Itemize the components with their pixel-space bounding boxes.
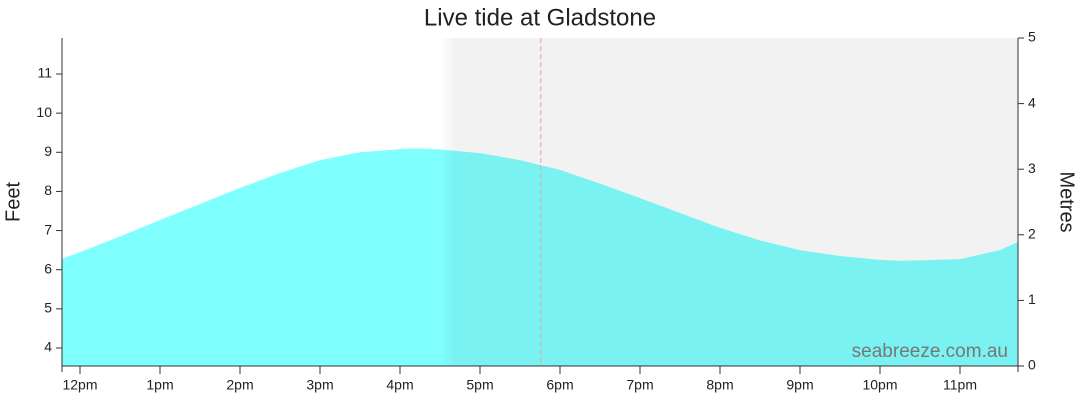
x-tick-label: 5pm <box>466 377 493 393</box>
x-tick-label: 8pm <box>706 377 733 393</box>
x-tick-label: 12pm <box>62 377 97 393</box>
x-tick-label: 11pm <box>943 377 977 393</box>
y2-tick-label: 0 <box>1028 357 1036 373</box>
y2-tick-label: 3 <box>1028 160 1036 176</box>
y2-tick-label: 2 <box>1028 226 1036 242</box>
x-tick-label: 9pm <box>786 377 813 393</box>
y2-tick-label: 5 <box>1028 29 1036 45</box>
night-shade <box>440 38 1018 366</box>
y2-axis-label: Metres <box>1056 171 1078 232</box>
x-tick-label: 2pm <box>226 377 253 393</box>
y-tick-label: 5 <box>44 300 52 316</box>
x-tick-label: 3pm <box>306 377 333 393</box>
y-tick-label: 10 <box>36 104 52 120</box>
x-tick-label: 7pm <box>626 377 653 393</box>
y2-tick-label: 4 <box>1028 94 1036 110</box>
y-tick-label: 11 <box>37 65 52 81</box>
y-tick-label: 7 <box>44 221 52 237</box>
x-tick-label: 4pm <box>386 377 413 393</box>
y2-tick-label: 1 <box>1028 291 1036 307</box>
y-tick-label: 9 <box>44 143 52 159</box>
x-tick-label: 6pm <box>546 377 573 393</box>
watermark: seabreeze.com.au <box>852 341 1008 362</box>
y-tick-label: 4 <box>44 339 52 355</box>
chart-title: Live tide at Gladstone <box>424 4 656 31</box>
x-tick-label: 1pm <box>146 377 173 393</box>
y-tick-label: 8 <box>44 182 52 198</box>
y-tick-label: 6 <box>44 260 52 276</box>
y-axis-label: Feet <box>2 182 24 222</box>
x-tick-label: 10pm <box>862 377 897 393</box>
